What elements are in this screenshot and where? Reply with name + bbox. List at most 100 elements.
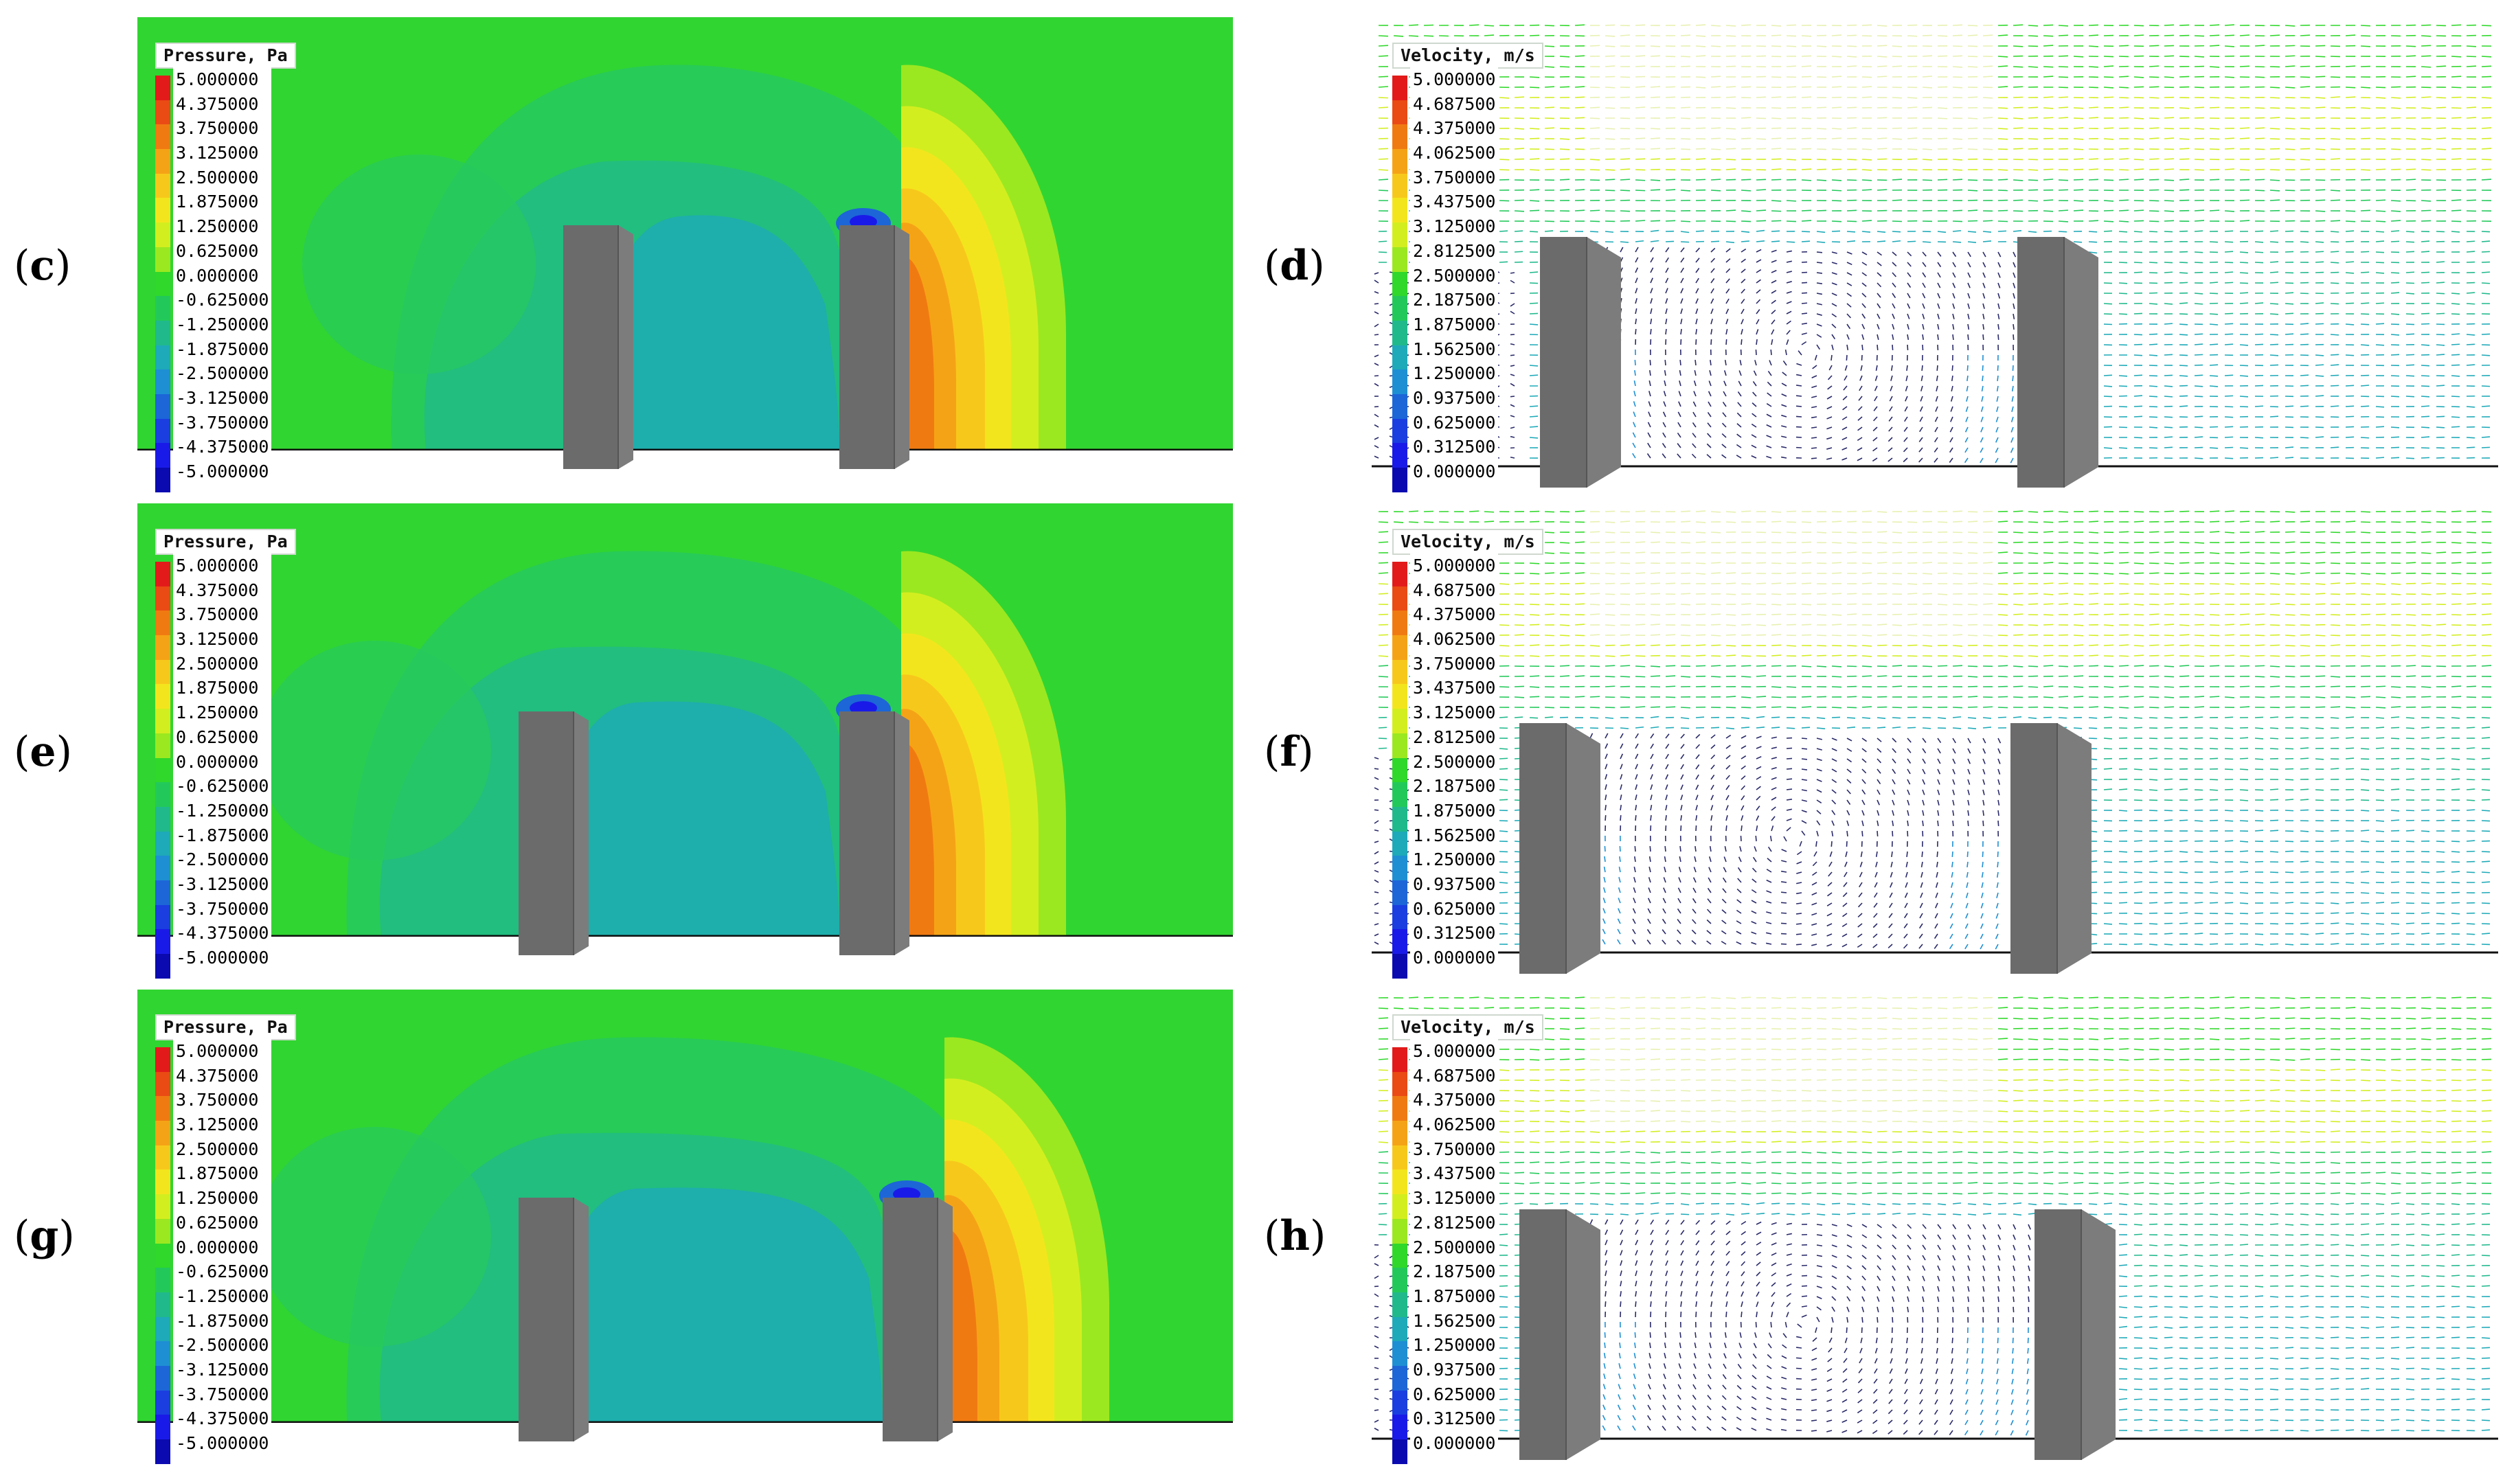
- velocity-vector: [1982, 117, 1993, 119]
- velocity-vector: [1648, 369, 1651, 376]
- velocity-vector: [1680, 624, 1691, 626]
- pressure-color-swatch: [155, 124, 170, 150]
- velocity-vector: [1937, 231, 1947, 233]
- velocity-vector: [1756, 319, 1760, 325]
- velocity-vector: [2224, 251, 2234, 253]
- velocity-vector: [1982, 220, 1993, 222]
- velocity-vector: [1857, 437, 1863, 442]
- velocity-vector: [1831, 707, 1842, 709]
- velocity-vector: [2390, 593, 2401, 595]
- velocity-vector: [2254, 613, 2265, 615]
- velocity-vector: [1529, 521, 1540, 523]
- velocity-vector: [2058, 562, 2069, 564]
- velocity-vector: [1982, 148, 1993, 150]
- velocity-vector: [2164, 426, 2173, 429]
- velocity-vector: [2421, 396, 2430, 398]
- pressure-scale-value: -1.250000: [173, 312, 272, 337]
- velocity-vector: [1529, 624, 1540, 626]
- velocity-scale-value: 0.625000: [1410, 410, 1499, 435]
- velocity-vector: [1752, 380, 1757, 387]
- pressure-field-svg: [137, 503, 1233, 957]
- velocity-vector: [1665, 240, 1675, 242]
- velocity-vector: [1846, 231, 1856, 233]
- velocity-color-swatch: [1392, 124, 1407, 150]
- velocity-vector: [1997, 128, 2008, 130]
- velocity-vector: [1780, 456, 1787, 459]
- velocity-vector: [2013, 179, 2024, 181]
- velocity-vector: [1650, 716, 1659, 718]
- velocity-vector: [2224, 416, 2234, 418]
- velocity-vector: [2149, 220, 2160, 222]
- velocity-vector: [2269, 727, 2279, 729]
- velocity-vector: [1965, 406, 1969, 412]
- velocity-vector: [2179, 282, 2188, 284]
- velocity-vector: [1997, 282, 2001, 288]
- velocity-vector: [2436, 312, 2445, 315]
- velocity-vector: [1710, 247, 1716, 253]
- velocity-vector: [2179, 313, 2188, 315]
- velocity-vector: [1514, 148, 1525, 150]
- velocity-vector: [1529, 76, 1540, 78]
- velocity-vector: [1888, 437, 1893, 442]
- velocity-vector: [1922, 251, 1927, 257]
- velocity-vector: [1801, 209, 1812, 212]
- velocity-vector: [1995, 416, 1999, 422]
- velocity-vector: [2360, 271, 2370, 273]
- velocity-vector: [2224, 271, 2234, 273]
- velocity-vector: [2421, 541, 2432, 543]
- velocity-vector: [1665, 257, 1669, 263]
- velocity-vector: [2345, 240, 2355, 242]
- velocity-vector: [2285, 446, 2294, 448]
- velocity-vector: [2179, 562, 2190, 564]
- velocity-vector: [1635, 298, 1637, 304]
- velocity-vector: [1771, 329, 1775, 335]
- velocity-vector: [1861, 159, 1872, 161]
- velocity-vector: [1378, 676, 1389, 678]
- velocity-vector: [1374, 383, 1379, 387]
- velocity-vector: [1831, 334, 1836, 340]
- pressure-scale-value: 0.625000: [173, 238, 272, 264]
- velocity-vector: [1680, 510, 1691, 512]
- velocity-vector: [1857, 447, 1863, 451]
- velocity-vector: [1378, 593, 1389, 595]
- velocity-vector: [1620, 168, 1631, 170]
- velocity-vector: [1756, 76, 1767, 78]
- velocity-vector: [2285, 573, 2296, 575]
- velocity-vector: [2375, 613, 2386, 615]
- velocity-vector: [1635, 220, 1646, 222]
- velocity-vector: [1710, 278, 1715, 284]
- velocity-vector: [2043, 96, 2054, 98]
- velocity-vector: [2330, 685, 2341, 687]
- velocity-vector: [2224, 168, 2235, 170]
- velocity-vector: [1843, 385, 1848, 391]
- velocity-vector: [1890, 375, 1893, 381]
- velocity-vector: [2118, 199, 2129, 201]
- velocity-vector: [1665, 582, 1676, 584]
- velocity-vector: [2315, 302, 2324, 304]
- velocity-vector: [1605, 45, 1616, 47]
- velocity-vector: [2149, 262, 2158, 264]
- velocity-vector: [1499, 655, 1510, 657]
- velocity-vector: [2194, 415, 2203, 418]
- velocity-vector: [1997, 313, 2000, 320]
- velocity-vector: [2345, 34, 2356, 36]
- velocity-vector: [1378, 251, 1387, 253]
- velocity-vector: [2103, 573, 2114, 575]
- velocity-vector: [1723, 370, 1727, 376]
- velocity-vector: [2073, 148, 2084, 150]
- velocity-vector: [2330, 220, 2341, 222]
- velocity-vector: [1665, 685, 1676, 687]
- velocity-vector: [1861, 251, 1868, 255]
- velocity-vector: [2345, 573, 2356, 575]
- velocity-vector: [2224, 510, 2235, 512]
- velocity-vector: [1632, 432, 1636, 438]
- velocity-vector: [2028, 665, 2039, 667]
- velocity-vector: [1589, 117, 1600, 119]
- velocity-vector: [2436, 282, 2445, 284]
- velocity-vector: [1695, 716, 1705, 718]
- velocity-vector: [2269, 313, 2279, 315]
- velocity-vector: [2028, 106, 2039, 109]
- velocity-vector: [1695, 277, 1699, 284]
- velocity-vector: [2149, 354, 2158, 356]
- velocity-vector: [2330, 128, 2341, 130]
